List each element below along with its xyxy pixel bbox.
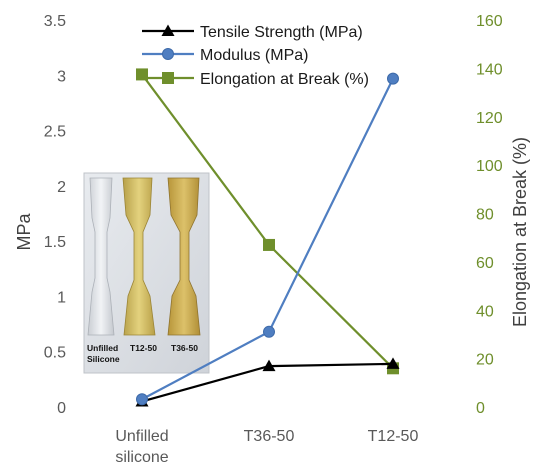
y2-tick-label: 0 [476,400,485,417]
data-point-0-2 [386,357,400,369]
y2-tick-label: 40 [476,303,494,320]
y2-tick-label: 140 [476,61,503,78]
legend-label-0: Tensile Strength (MPa) [200,24,363,41]
unfilled-silicone-specimen [87,177,115,336]
y-tick-label: 1.5 [44,234,66,251]
photo-label-t36-50: T36-50 [171,343,198,353]
photo-label-t12-50: T12-50 [130,343,157,353]
legend-label-2: Elongation at Break (%) [200,71,369,88]
x-tick-label: T36-50 [244,428,295,445]
y-tick-label: 3 [57,68,66,85]
y2-tick-label: 80 [476,207,494,224]
legend: Tensile Strength (MPa) Modulus (MPa) Elong… [142,24,369,88]
y-tick-label: 2 [57,179,66,196]
data-point-1-0 [136,393,148,406]
data-point-0-1 [262,359,276,372]
y-axis-title: MPa [14,213,34,251]
t36-50-specimen [167,177,201,336]
left-axis-ticks: 0 0.5 1 1.5 2 2.5 3 3.5 [44,13,66,417]
x-tick-label: T12-50 [368,428,419,445]
y2-tick-label: 100 [476,158,503,175]
y2-tick-label: 60 [476,255,494,272]
data-point-1-1 [263,325,275,338]
legend-marker-1 [162,48,174,60]
data-point-2-1 [263,238,275,251]
y-tick-label: 3.5 [44,13,66,30]
y-tick-label: 0.5 [44,345,66,362]
data-point-1-2 [387,72,399,85]
t12-50-specimen [122,177,156,336]
y-tick-label: 0 [57,400,66,417]
y2-tick-label: 160 [476,13,503,30]
series-layer [135,68,400,407]
y-tick-label: 1 [57,289,66,306]
inset-photo: Unfilled Silicone T12-50 T36-50 [83,172,210,374]
y2-tick-label: 20 [476,352,494,369]
y2-tick-label: 120 [476,110,503,127]
x-axis-ticks: Unfilled silicone T36-50 T12-50 [115,428,418,465]
photo-label-unfilled-silicone: Unfilled Silicone [87,343,120,364]
y-tick-label: 2.5 [44,124,66,141]
legend-label-1: Modulus (MPa) [200,47,308,64]
x-tick-label: Unfilled silicone [115,428,168,465]
y2-axis-title: Elongation at Break (%) [510,137,530,327]
right-axis-ticks: 0 20 40 60 80 100 120 140 160 [476,13,503,417]
legend-marker-2 [162,72,174,84]
legend-marker-0 [161,24,175,36]
